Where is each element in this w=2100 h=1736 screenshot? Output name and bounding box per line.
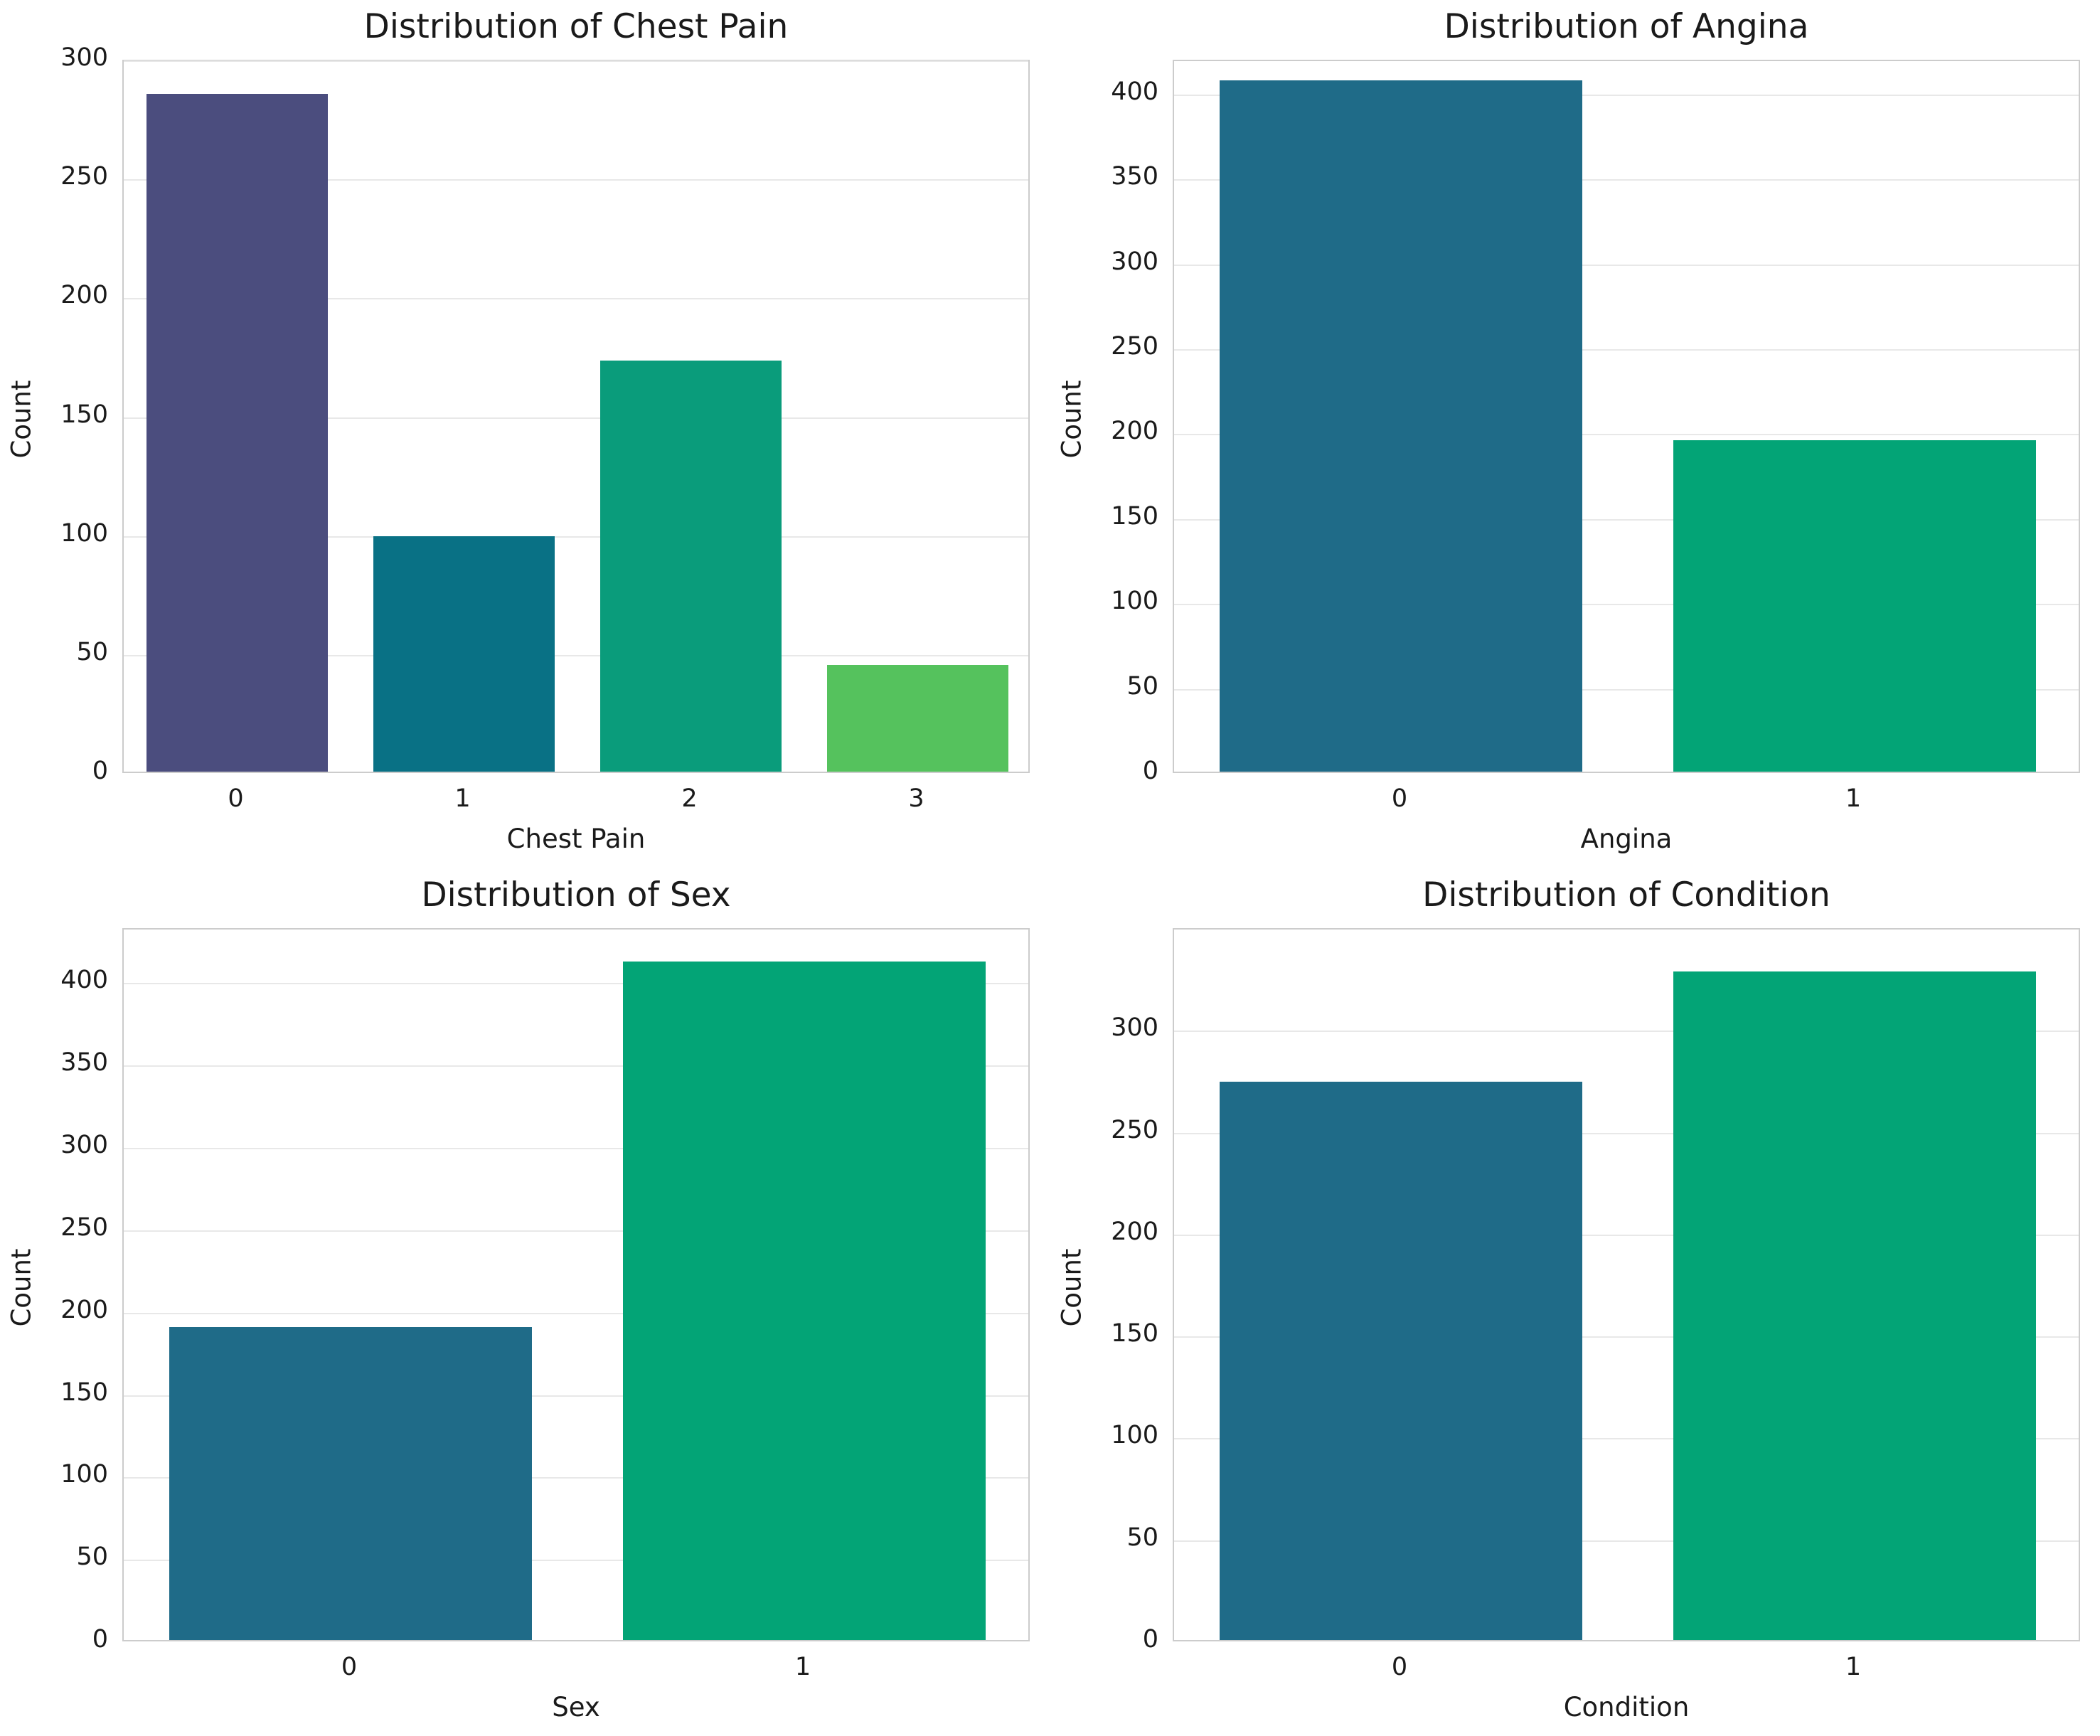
y-tick-label: 400 (60, 966, 108, 995)
bar-sex-0 (169, 1326, 533, 1640)
y-gridline-350 (1174, 179, 2079, 181)
bar-sex-1 (622, 961, 986, 1640)
y-gridline-150 (124, 1395, 1028, 1397)
chart-title: Distribution of Sex (421, 875, 731, 915)
x-tick-label: 0 (1391, 784, 1408, 813)
y-tick-label: 150 (1111, 1319, 1158, 1348)
y-gridline-150 (1174, 518, 2079, 521)
y-gridline-50 (124, 654, 1028, 656)
subplot-chest-pain: Distribution of Chest Pain Count Chest P… (0, 0, 1050, 868)
y-tick-label: 300 (1111, 1013, 1158, 1043)
bar-angina-0 (1219, 80, 1583, 772)
x-axis-label: Condition (1563, 1692, 1690, 1722)
y-gridline-350 (124, 1065, 1028, 1067)
x-axis-label: Sex (552, 1692, 600, 1722)
x-axis-label: Angina (1580, 824, 1673, 854)
bar-condition-1 (1673, 971, 2037, 1640)
x-axis-label: Chest Pain (506, 824, 646, 854)
y-gridline-100 (1174, 604, 2079, 606)
y-gridline-50 (1174, 688, 2079, 691)
y-tick-label: 300 (1111, 247, 1158, 276)
y-tick-label: 200 (60, 281, 108, 310)
y-tick-label: 50 (1126, 671, 1158, 701)
plot-area (122, 60, 1030, 773)
y-tick-label: 200 (1111, 417, 1158, 446)
y-gridline-200 (1174, 434, 2079, 436)
x-tick-label: 1 (1845, 1653, 1862, 1681)
x-tick-label: 3 (908, 784, 924, 813)
y-gridline-50 (1174, 1540, 2079, 1542)
y-tick-label: 250 (1111, 1115, 1158, 1144)
x-tick-label: 0 (341, 1653, 358, 1681)
y-tick-label: 50 (1126, 1523, 1158, 1552)
y-tick-label: 250 (60, 1213, 108, 1242)
y-gridline-200 (1174, 1234, 2079, 1236)
plot-area (122, 928, 1030, 1641)
y-gridline-300 (1174, 264, 2079, 266)
y-gridline-200 (124, 298, 1028, 300)
y-gridline-300 (124, 60, 1028, 62)
y-gridline-100 (124, 1477, 1028, 1479)
bar-condition-0 (1219, 1081, 1583, 1640)
y-gridline-250 (124, 179, 1028, 181)
y-tick-label: 300 (60, 43, 108, 72)
x-tick-label: 1 (454, 784, 471, 813)
y-gridline-250 (124, 1230, 1028, 1232)
y-tick-label: 0 (1142, 1625, 1158, 1654)
y-tick-label: 400 (1111, 77, 1158, 106)
y-gridline-100 (124, 536, 1028, 538)
y-tick-label: 200 (1111, 1217, 1158, 1246)
bar-chest-pain-3 (826, 664, 1009, 772)
x-tick-label: 1 (1845, 784, 1862, 813)
y-tick-label: 100 (1111, 1421, 1158, 1450)
y-tick-label: 0 (92, 757, 108, 785)
y-tick-label: 250 (1111, 331, 1158, 361)
y-tick-label: 250 (60, 162, 108, 191)
y-tick-label: 150 (60, 400, 108, 429)
bar-chest-pain-1 (373, 536, 555, 772)
y-gridline-200 (124, 1312, 1028, 1314)
y-tick-label: 150 (1111, 501, 1158, 531)
subplot-angina: Distribution of Angina Count Angina 0 50 1… (1050, 0, 2100, 868)
plot-area (1173, 60, 2080, 773)
y-gridline-150 (124, 417, 1028, 419)
subplot-condition: Distribution of Condition Count Conditio… (1050, 868, 2100, 1736)
y-tick-label: 200 (60, 1295, 108, 1324)
bar-chest-pain-0 (146, 94, 329, 772)
chart-title: Distribution of Chest Pain (363, 7, 789, 46)
y-gridline-50 (124, 1560, 1028, 1562)
y-tick-label: 0 (1142, 757, 1158, 785)
y-tick-label: 150 (60, 1378, 108, 1407)
y-gridline-300 (124, 1148, 1028, 1150)
bar-angina-1 (1673, 440, 2037, 772)
y-gridline-400 (124, 983, 1028, 985)
y-gridline-250 (1174, 1132, 2079, 1134)
y-gridline-250 (1174, 348, 2079, 351)
y-gridline-150 (1174, 1336, 2079, 1338)
y-tick-label: 350 (1111, 162, 1158, 191)
y-tick-label: 300 (60, 1131, 108, 1160)
y-tick-label: 350 (60, 1048, 108, 1077)
y-tick-label: 50 (76, 1543, 108, 1572)
x-tick-label: 0 (1391, 1653, 1408, 1681)
y-gridline-400 (1174, 94, 2079, 96)
x-tick-label: 2 (681, 784, 698, 813)
chart-title: Distribution of Condition (1422, 875, 1830, 915)
x-tick-label: 1 (794, 1653, 811, 1681)
y-tick-label: 0 (92, 1625, 108, 1654)
plot-area (1173, 928, 2080, 1641)
y-gridline-100 (1174, 1438, 2079, 1440)
y-tick-label: 50 (76, 637, 108, 666)
chart-title: Distribution of Angina (1444, 7, 1809, 46)
bar-chest-pain-2 (599, 360, 782, 772)
subplot-sex: Distribution of Sex Count Sex 0 50 100 150 2… (0, 868, 1050, 1736)
y-tick-label: 100 (60, 1460, 108, 1489)
y-gridline-300 (1174, 1031, 2079, 1033)
y-tick-label: 100 (1111, 587, 1158, 616)
y-axis-label: Count (1056, 1248, 1087, 1327)
y-tick-label: 100 (60, 518, 108, 548)
x-tick-label: 0 (228, 784, 244, 813)
